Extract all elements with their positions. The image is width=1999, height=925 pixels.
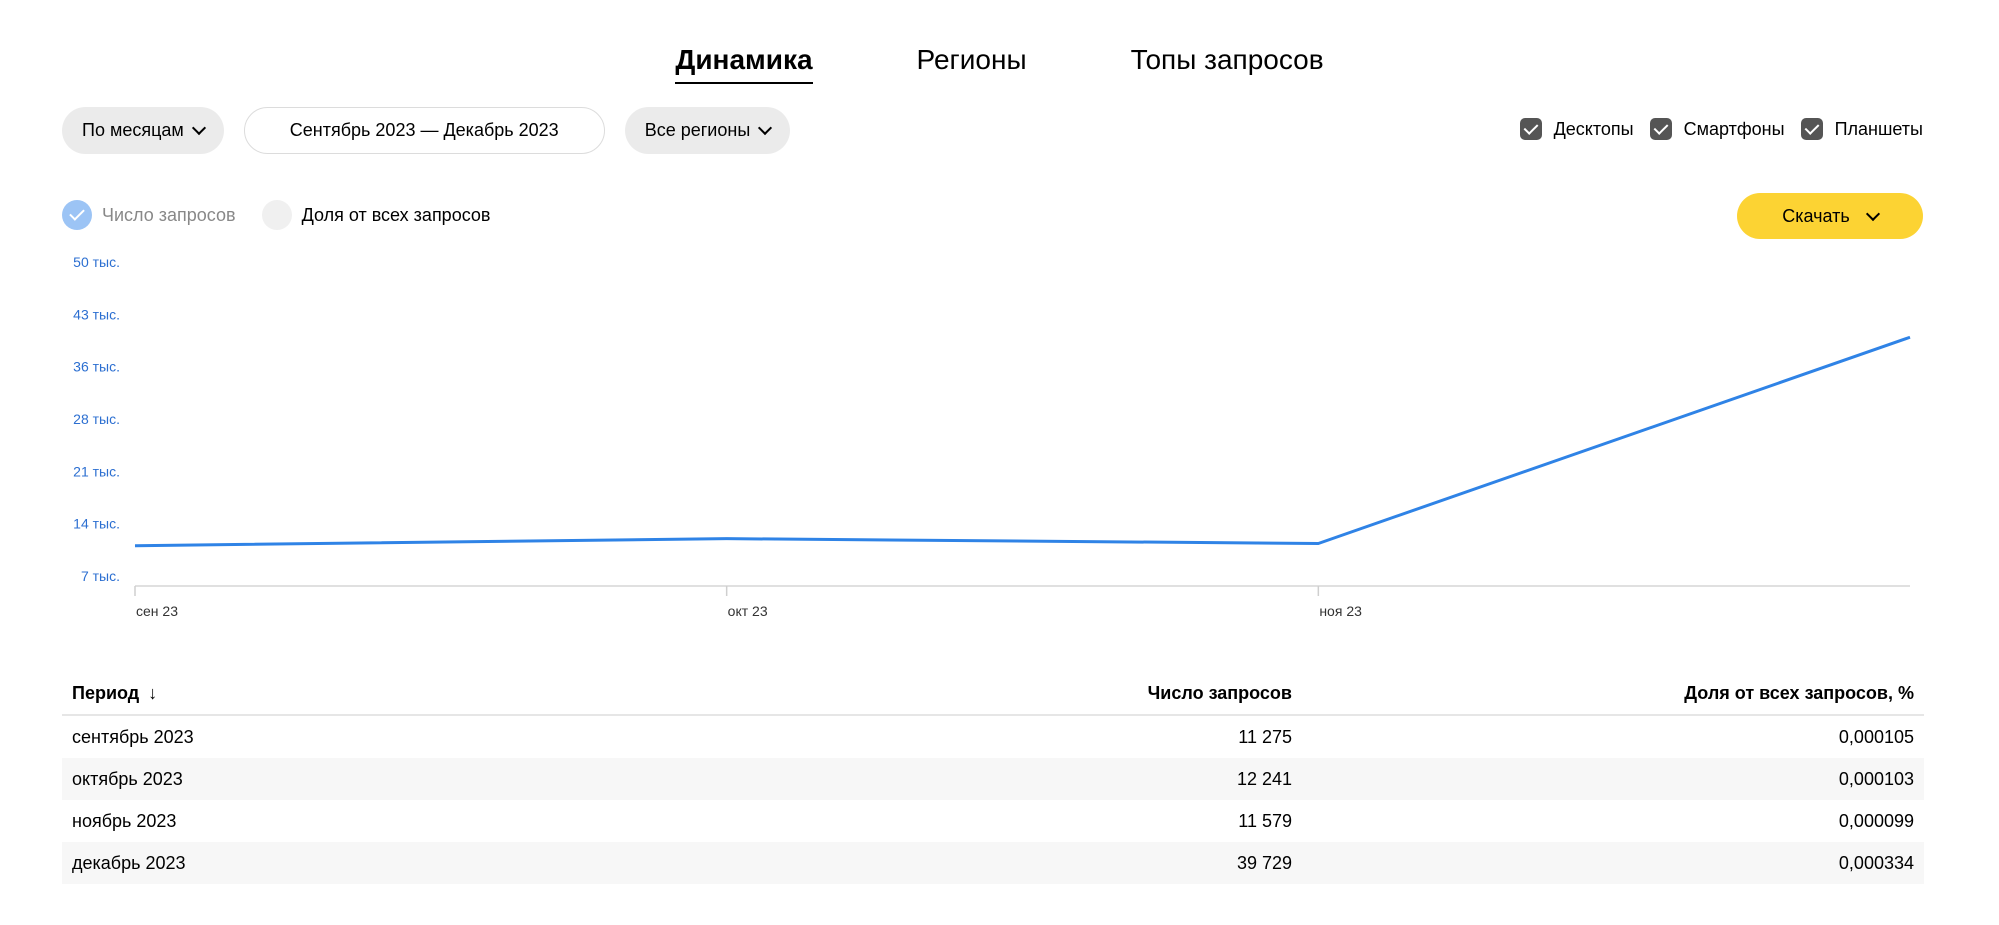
cell-query-count: 39 729 [1236,852,1292,873]
header-period[interactable]: Период ↓ [62,683,772,704]
metric-share-radio[interactable]: Доля от всех запросов [261,200,491,230]
chevron-down-icon [1865,206,1880,221]
y-tick-label: 28 тыс. [73,411,120,427]
download-button[interactable]: Скачать [1737,193,1923,239]
header-period-label: Период [72,682,140,703]
device-desktop-checkbox[interactable]: Десктопы [1519,118,1634,140]
chevron-down-icon [758,120,773,136]
cell-share: 0,000099 [1838,810,1914,831]
device-filters: Десктопы Смартфоны Планшеты [1519,118,1923,140]
period-group-select[interactable]: По месяцам [62,107,224,154]
cell-query-count: 12 241 [1236,768,1292,789]
checkbox-checked-icon [1519,118,1542,140]
header-share[interactable]: Доля от всех запросов, % [1684,682,1914,703]
cell-share: 0,000103 [1838,768,1914,789]
cell-share: 0,000105 [1838,726,1914,747]
header-query-count[interactable]: Число запросов [1147,682,1292,703]
chevron-down-icon [191,120,206,136]
metric-label: Доля от всех запросов [301,204,491,225]
date-range-picker[interactable]: Сентябрь 2023 — Декабрь 2023 [243,107,605,154]
metric-selector: Число запросов Доля от всех запросов [62,200,490,230]
data-table: Период ↓ Число запросов Доля от всех зап… [62,672,1924,884]
download-label: Скачать [1782,205,1850,226]
y-tick-label: 7 тыс. [81,568,120,584]
x-tick-label: ноя 23 [1319,603,1362,619]
y-tick-label: 14 тыс. [73,516,120,532]
y-tick-label: 36 тыс. [73,359,120,375]
y-tick-label: 43 тыс. [73,306,120,322]
tab-top-queries[interactable]: Топы запросов [1130,44,1324,75]
y-tick-label: 21 тыс. [73,463,120,479]
y-tick-label: 50 тыс. [73,254,120,270]
x-tick-label: окт 23 [728,603,768,619]
radio-empty-icon [261,200,292,230]
check-circle-icon [62,200,92,230]
device-smartphone-checkbox[interactable]: Смартфоны [1649,118,1785,140]
cell-period: ноябрь 2023 [72,810,177,831]
period-group-label: По месяцам [82,120,184,140]
cell-share: 0,000334 [1838,852,1914,873]
tab-regions[interactable]: Регионы [916,44,1027,75]
cell-period: декабрь 2023 [72,852,186,873]
cell-query-count: 11 579 [1238,810,1292,831]
table-row: сентябрь 2023 11 275 0,000105 [62,716,1924,758]
cell-period: октябрь 2023 [72,768,183,789]
date-range-label: Сентябрь 2023 — Декабрь 2023 [289,120,559,140]
device-label: Планшеты [1834,118,1923,139]
device-tablet-checkbox[interactable]: Планшеты [1800,118,1923,140]
table-header-row: Период ↓ Число запросов Доля от всех зап… [62,672,1924,716]
x-tick-label: сен 23 [136,603,178,619]
table-row: октябрь 2023 12 241 0,000103 [62,758,1924,800]
table-row: ноябрь 2023 11 579 0,000099 [62,800,1924,842]
metric-query-count-radio[interactable]: Число запросов [62,200,236,230]
metric-label: Число запросов [102,204,236,225]
regions-select[interactable]: Все регионы [624,107,791,154]
line-chart: 50 тыс. 43 тыс. 36 тыс. 28 тыс. 21 тыс. 14 ты… [73,254,1911,619]
device-label: Десктопы [1553,118,1634,139]
series-line [134,335,1911,548]
filters-bar: По месяцам Сентябрь 2023 — Декабрь 2023 … [62,107,791,154]
checkbox-checked-icon [1800,118,1823,140]
arrow-down-icon: ↓ [148,682,158,703]
device-label: Смартфоны [1683,118,1785,139]
cell-query-count: 11 275 [1238,726,1292,747]
table-row: декабрь 2023 39 729 0,000334 [62,842,1924,884]
checkbox-checked-icon [1649,118,1672,140]
regions-label: Все регионы [644,120,751,140]
tab-dynamics[interactable]: Динамика [675,40,813,84]
cell-period: сентябрь 2023 [72,726,194,747]
tabs-bar: Динамика Регионы Топы запросов [0,40,1999,84]
